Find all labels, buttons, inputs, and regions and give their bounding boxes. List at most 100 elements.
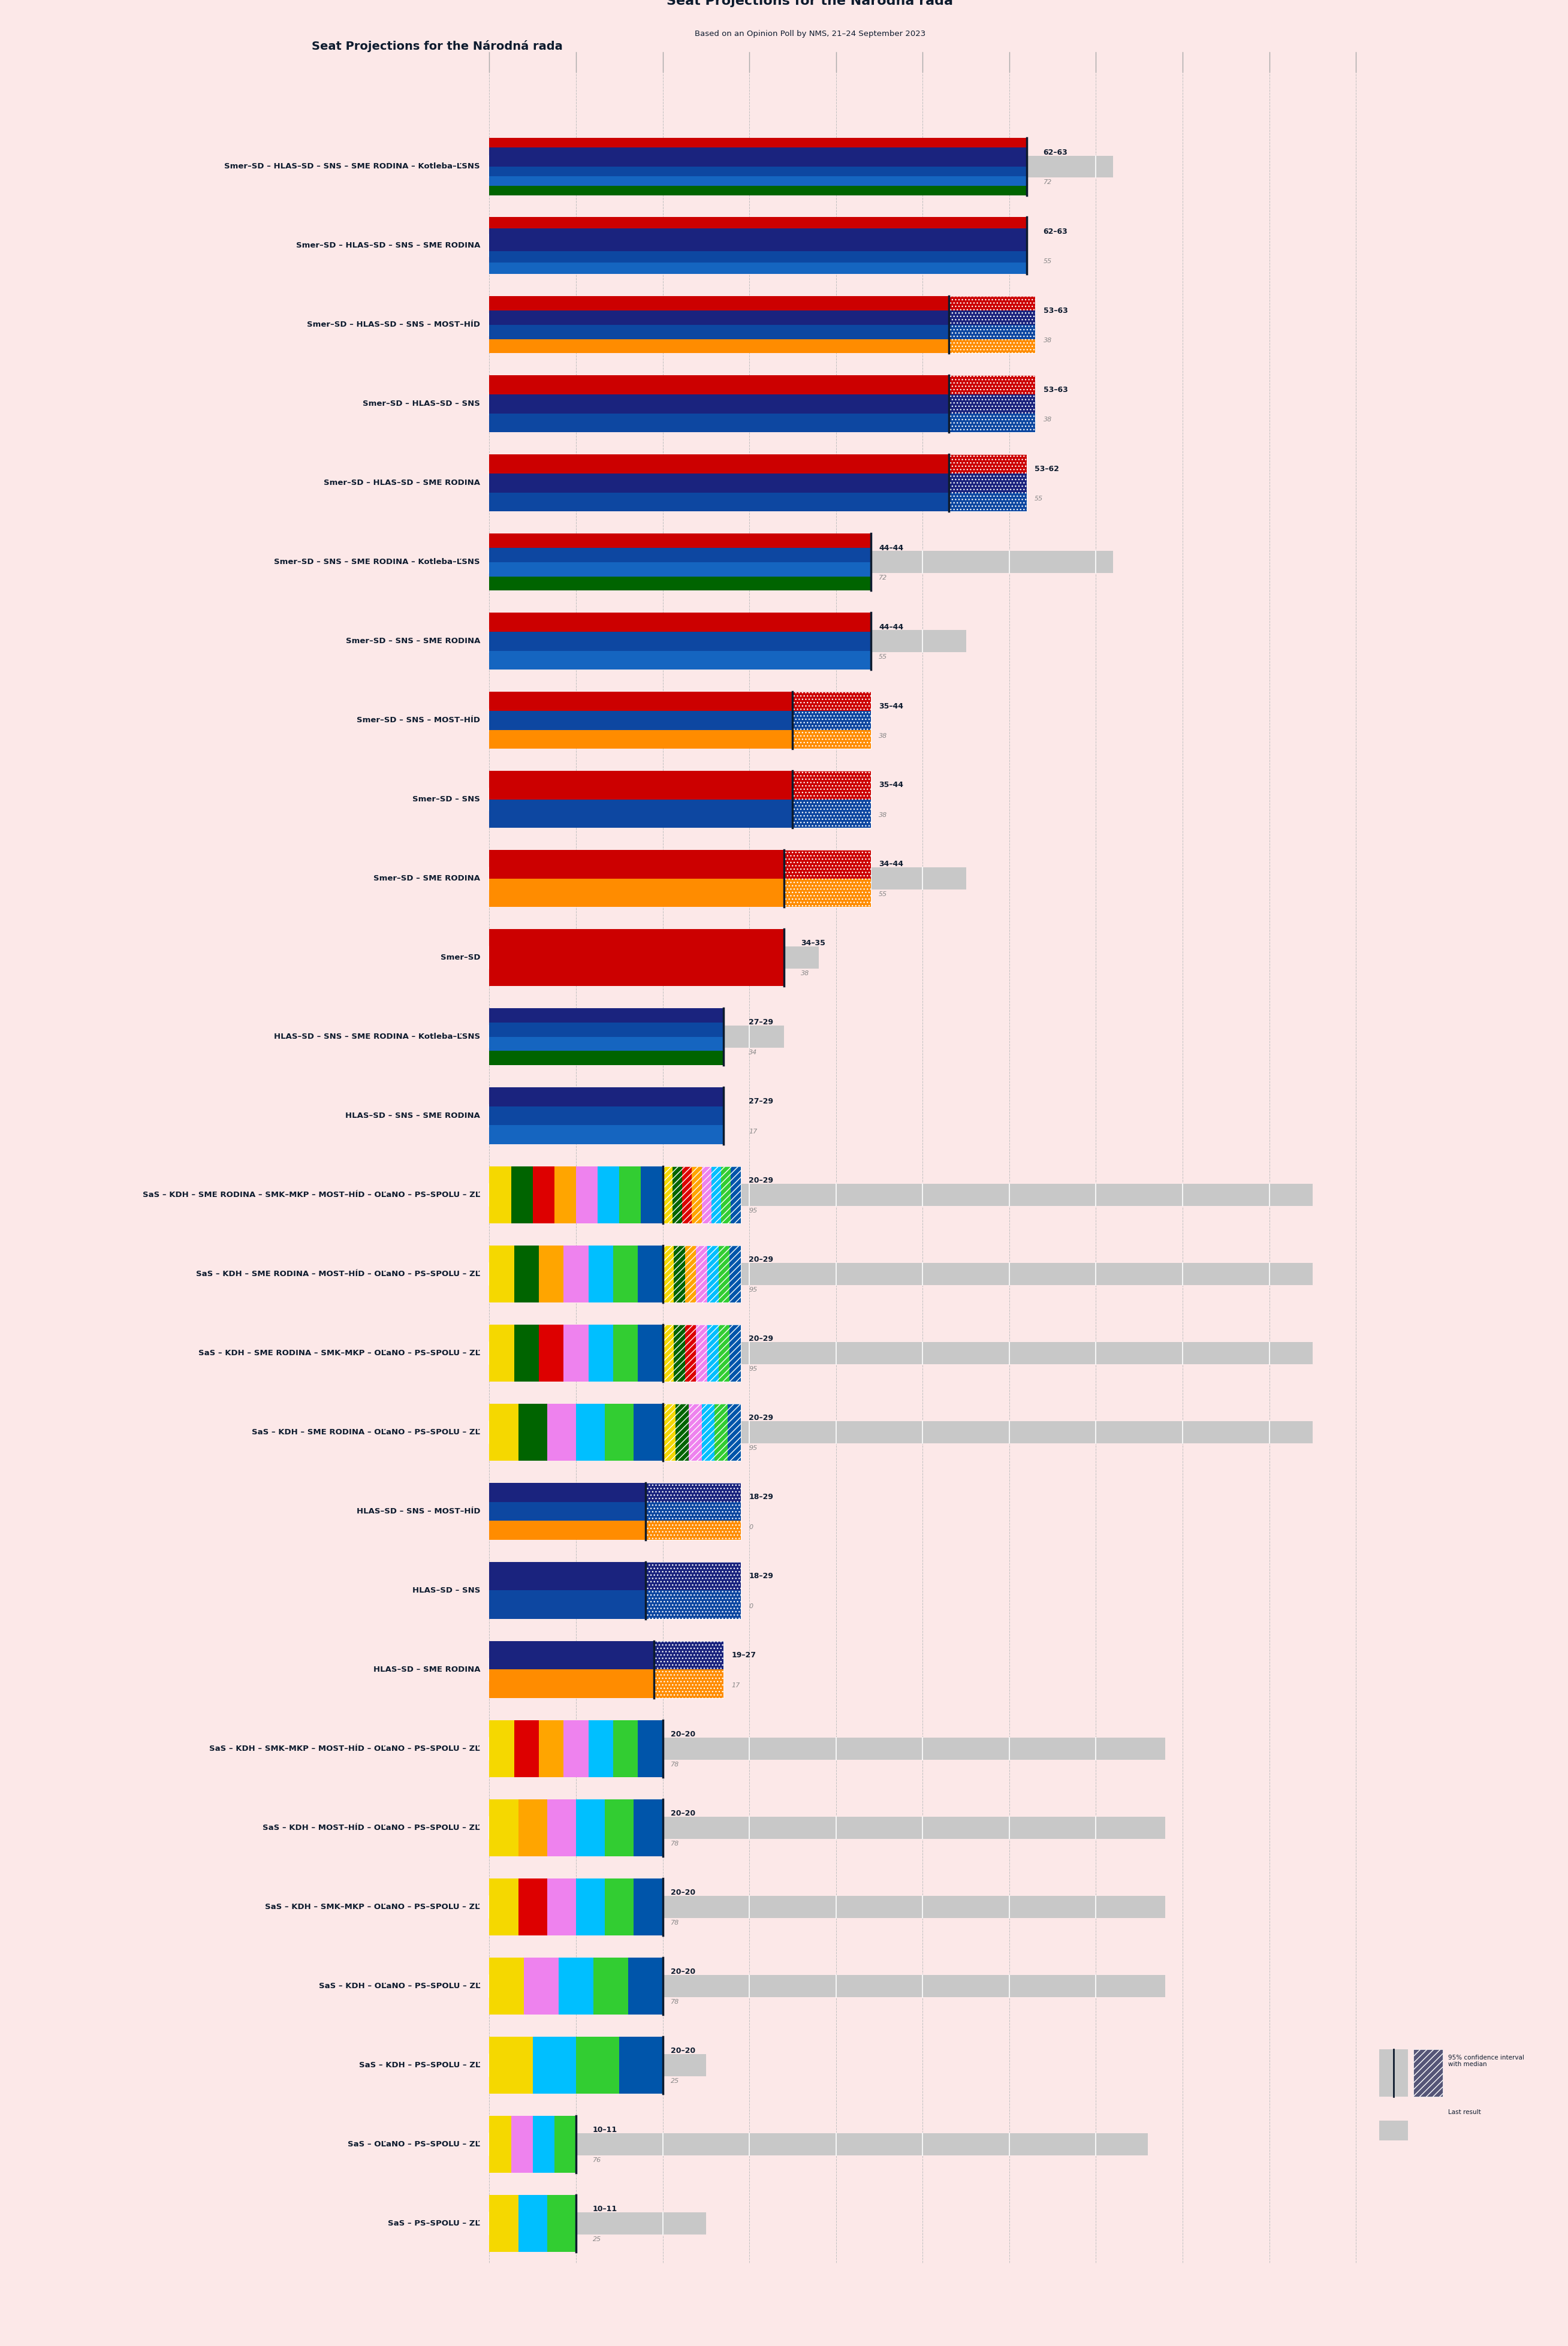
- Bar: [547, 2196, 575, 2252]
- Bar: [489, 148, 1027, 157]
- Bar: [489, 1107, 723, 1126]
- Bar: [555, 2116, 575, 2172]
- Bar: [489, 800, 793, 828]
- Bar: [519, 1879, 547, 1935]
- Bar: [489, 1166, 511, 1222]
- Bar: [511, 2116, 533, 2172]
- Bar: [489, 551, 1113, 572]
- Bar: [949, 324, 1035, 340]
- Bar: [489, 251, 1027, 263]
- Bar: [489, 157, 1027, 167]
- Bar: [533, 1166, 555, 1222]
- Bar: [558, 1957, 593, 2015]
- Bar: [633, 1879, 663, 1935]
- Text: 55: 55: [1035, 495, 1043, 502]
- Bar: [696, 1246, 707, 1302]
- Bar: [646, 1483, 740, 1539]
- Text: HLAS–SD – SNS – SME RODINA: HLAS–SD – SNS – SME RODINA: [345, 1112, 480, 1119]
- Bar: [588, 1720, 613, 1776]
- Bar: [663, 1246, 674, 1302]
- Bar: [489, 2036, 533, 2093]
- Bar: [489, 392, 818, 415]
- Text: 55: 55: [878, 891, 887, 896]
- Bar: [519, 1799, 547, 1856]
- Bar: [949, 296, 1035, 310]
- Text: 19–27: 19–27: [731, 1652, 756, 1659]
- Bar: [489, 235, 966, 256]
- Bar: [489, 849, 784, 877]
- Bar: [489, 730, 793, 748]
- Bar: [949, 413, 1035, 432]
- Bar: [613, 1246, 638, 1302]
- Bar: [1414, 2048, 1443, 2097]
- Text: 78: 78: [671, 1999, 679, 2006]
- Text: 27–29: 27–29: [750, 1018, 773, 1025]
- Bar: [547, 1879, 575, 1935]
- Bar: [489, 549, 870, 563]
- Bar: [654, 1640, 723, 1670]
- Bar: [605, 1879, 633, 1935]
- Bar: [489, 218, 1027, 228]
- Bar: [489, 1185, 1312, 1206]
- Bar: [489, 1246, 514, 1302]
- Bar: [784, 849, 870, 908]
- Text: 95: 95: [750, 1288, 757, 1293]
- Text: 34–44: 34–44: [878, 861, 903, 868]
- Bar: [646, 1591, 740, 1619]
- Bar: [489, 176, 1027, 185]
- Text: SaS – KDH – SMK–MKP – MOST–HÍD – OĽaNO – PS–SPOLU – ZĽ: SaS – KDH – SMK–MKP – MOST–HÍD – OĽaNO –…: [210, 1745, 480, 1752]
- Bar: [563, 1246, 588, 1302]
- Text: Smer–SD – SNS – SME RODINA: Smer–SD – SNS – SME RODINA: [345, 638, 480, 645]
- Bar: [489, 1659, 637, 1680]
- Text: 35–44: 35–44: [878, 701, 903, 711]
- Text: 20–20: 20–20: [671, 1731, 696, 1738]
- Bar: [489, 1009, 723, 1023]
- Text: 62–63: 62–63: [1043, 228, 1068, 235]
- Bar: [563, 1325, 588, 1382]
- Bar: [489, 1051, 723, 1065]
- Bar: [793, 711, 870, 730]
- Text: HLAS–SD – SNS – MOST–HÍD: HLAS–SD – SNS – MOST–HÍD: [356, 1508, 480, 1516]
- Bar: [1378, 2121, 1408, 2140]
- Bar: [793, 692, 870, 711]
- Bar: [533, 2036, 575, 2093]
- Bar: [489, 708, 818, 732]
- Text: Smer–SD – HLAS–SD – SNS – SME RODINA – Kotleba–ĽSNS: Smer–SD – HLAS–SD – SNS – SME RODINA – K…: [224, 162, 480, 171]
- Bar: [489, 631, 966, 652]
- Bar: [707, 1246, 718, 1302]
- Text: HLAS–SD – SNS: HLAS–SD – SNS: [412, 1586, 480, 1595]
- Bar: [489, 1879, 519, 1935]
- Bar: [721, 1166, 731, 1222]
- Bar: [663, 1166, 740, 1222]
- Bar: [949, 474, 1027, 493]
- Text: 20–29: 20–29: [750, 1178, 773, 1185]
- Bar: [489, 310, 949, 324]
- Bar: [674, 1325, 685, 1382]
- Bar: [489, 877, 784, 908]
- Bar: [646, 1562, 740, 1591]
- Bar: [605, 1799, 633, 1856]
- Bar: [575, 2036, 619, 2093]
- Bar: [685, 1325, 696, 1382]
- Bar: [489, 1342, 1312, 1363]
- Bar: [519, 1403, 547, 1462]
- Bar: [489, 2133, 1148, 2156]
- Text: 38: 38: [878, 812, 887, 819]
- Bar: [729, 1246, 740, 1302]
- Bar: [489, 413, 949, 432]
- Bar: [949, 310, 1035, 324]
- Bar: [489, 631, 870, 650]
- Bar: [539, 1246, 563, 1302]
- Text: 20–29: 20–29: [750, 1335, 773, 1342]
- Text: 53–63: 53–63: [1043, 385, 1068, 394]
- Text: 55: 55: [878, 655, 887, 659]
- Bar: [575, 1879, 605, 1935]
- Bar: [1378, 2048, 1408, 2097]
- Bar: [533, 2116, 555, 2172]
- Bar: [489, 929, 784, 985]
- Text: 95% confidence interval
with median: 95% confidence interval with median: [1449, 2055, 1524, 2067]
- Bar: [696, 1325, 707, 1382]
- Bar: [575, 1403, 605, 1462]
- Text: 10–11: 10–11: [593, 2205, 618, 2212]
- Bar: [489, 2196, 519, 2252]
